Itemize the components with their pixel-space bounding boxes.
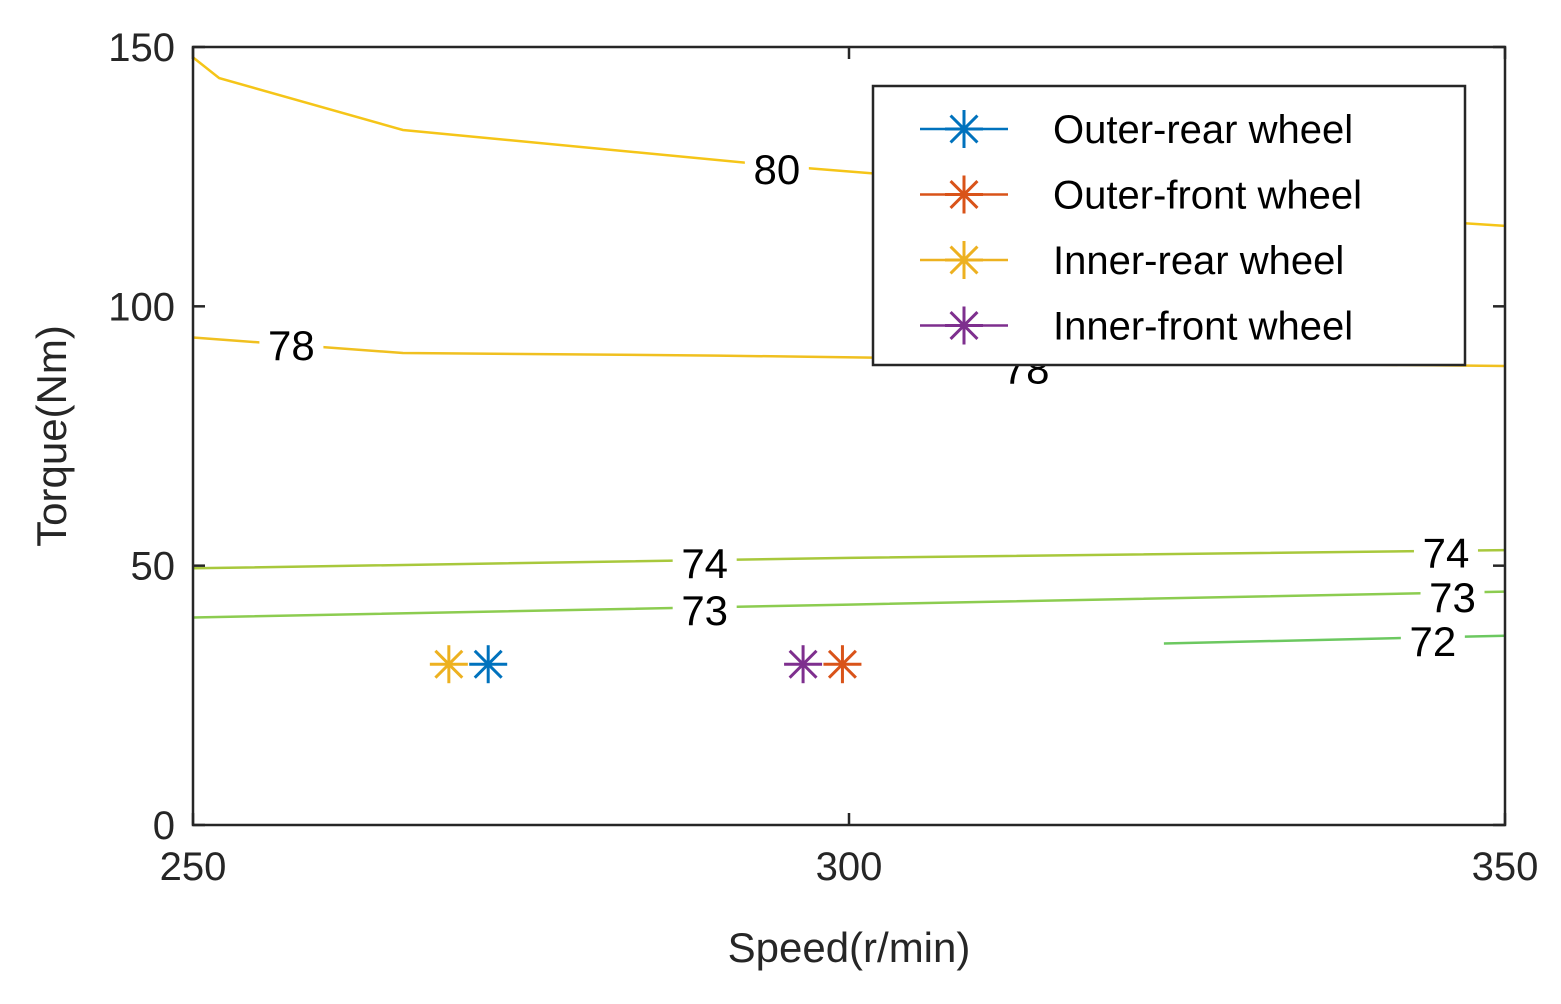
contour-label-74: 74 <box>681 540 728 587</box>
contour-label-bg <box>672 539 737 586</box>
marker-outer-rear-wheel <box>469 645 508 684</box>
x-axis-label: Speed(r/min) <box>728 924 971 971</box>
legend-label: Inner-rear wheel <box>1053 239 1344 283</box>
y-tick-label: 0 <box>153 804 175 848</box>
legend-item: Outer-rear wheel <box>920 108 1353 152</box>
legend-item: Inner-rear wheel <box>920 239 1344 283</box>
contour-label-bg <box>672 585 737 632</box>
legend-marker-icon <box>945 241 983 279</box>
contour-label-73: 73 <box>681 587 728 634</box>
contour-label-78: 78 <box>268 322 315 369</box>
legend-label: Outer-rear wheel <box>1053 108 1353 152</box>
contour-label-73: 73 <box>1429 574 1476 621</box>
x-tick-label: 250 <box>160 845 227 889</box>
tick-labels: 250 300 350 0 50 100 150 <box>108 26 1538 889</box>
contour-label-80: 80 <box>753 146 800 193</box>
legend: Outer-rear wheel Outer-front wheel Inner-r… <box>871 84 1467 367</box>
scatter-markers <box>429 645 862 684</box>
contour-line-73 <box>192 590 1506 619</box>
contour-line-74 <box>192 548 1506 570</box>
x-tick-label: 350 <box>1472 845 1539 889</box>
axis-ticks <box>191 45 1507 827</box>
legend-item: Inner-front wheel <box>920 305 1353 349</box>
contour-label-bg <box>744 144 809 191</box>
marker-inner-rear-wheel <box>429 645 468 684</box>
y-axis-label: Torque(Nm) <box>28 325 75 547</box>
legend-marker-icon <box>945 306 983 345</box>
y-tick-label: 100 <box>108 285 175 329</box>
contour-label-bg <box>1400 616 1465 663</box>
y-tick-label: 150 <box>108 26 175 70</box>
marker-outer-front-wheel <box>823 645 862 684</box>
legend-marker-icon <box>945 175 983 214</box>
legend-marker-icon <box>945 110 983 148</box>
y-tick-label: 50 <box>131 545 176 589</box>
legend-item: Outer-front wheel <box>920 174 1362 218</box>
contour-label-bg <box>259 321 324 368</box>
contour-label-bg <box>1413 528 1478 575</box>
legend-label: Outer-front wheel <box>1053 174 1362 218</box>
legend-label: Inner-front wheel <box>1053 305 1353 349</box>
contour-label-74: 74 <box>1423 530 1470 577</box>
x-tick-label: 300 <box>816 845 883 889</box>
contour-label-72: 72 <box>1409 618 1456 665</box>
contour-label-bg <box>1420 572 1485 619</box>
marker-inner-front-wheel <box>784 645 823 684</box>
